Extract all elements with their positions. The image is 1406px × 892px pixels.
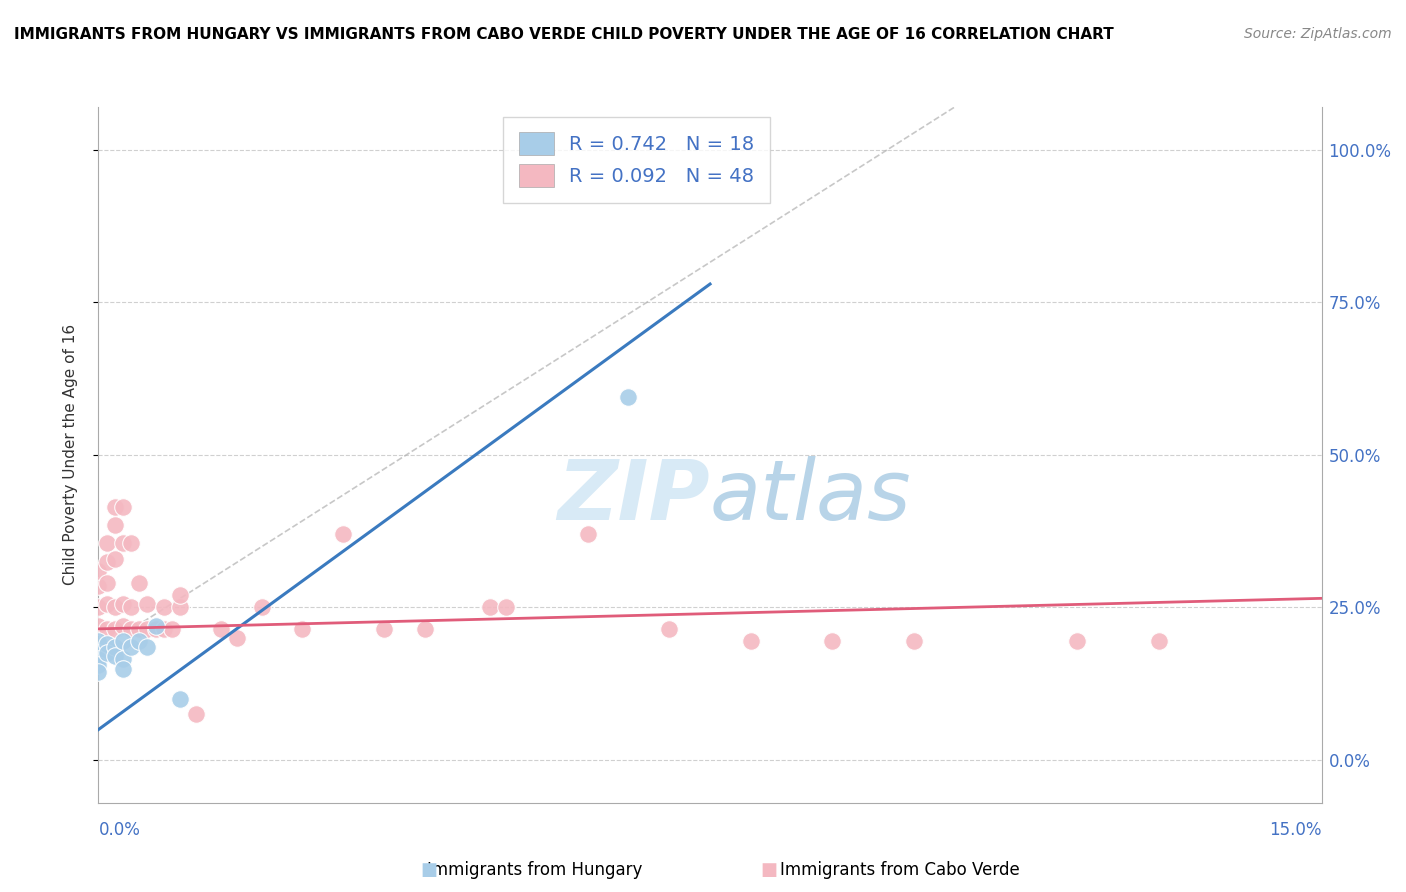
- Y-axis label: Child Poverty Under the Age of 16: Child Poverty Under the Age of 16: [63, 325, 77, 585]
- Point: [145, 622, 167, 636]
- Point: [120, 600, 142, 615]
- Point: [1066, 634, 1088, 648]
- Text: ■: ■: [420, 861, 437, 879]
- Point: [104, 518, 127, 533]
- Text: 15.0%: 15.0%: [1270, 822, 1322, 839]
- Point: [1147, 634, 1170, 648]
- Point: [332, 527, 354, 541]
- Point: [169, 600, 191, 615]
- Point: [136, 622, 159, 636]
- Point: [111, 598, 134, 612]
- Text: Source: ZipAtlas.com: Source: ZipAtlas.com: [1244, 27, 1392, 41]
- Point: [87, 579, 110, 593]
- Point: [104, 551, 127, 566]
- Point: [136, 598, 159, 612]
- Point: [903, 634, 925, 648]
- Point: [576, 527, 599, 541]
- Point: [658, 622, 681, 636]
- Point: [96, 555, 118, 569]
- Point: [186, 707, 208, 722]
- Text: ZIP: ZIP: [557, 456, 710, 537]
- Point: [87, 658, 110, 673]
- Point: [495, 600, 517, 615]
- Point: [96, 646, 118, 660]
- Point: [87, 600, 110, 615]
- Text: Immigrants from Cabo Verde: Immigrants from Cabo Verde: [780, 861, 1019, 879]
- Point: [209, 622, 232, 636]
- Point: [128, 634, 150, 648]
- Point: [169, 692, 191, 706]
- Point: [104, 600, 127, 615]
- Point: [120, 536, 142, 550]
- Point: [128, 622, 150, 636]
- Point: [169, 588, 191, 602]
- Point: [111, 661, 134, 675]
- Point: [111, 536, 134, 550]
- Point: [160, 622, 183, 636]
- Point: [120, 640, 142, 655]
- Point: [104, 640, 127, 655]
- Point: [128, 576, 150, 591]
- Point: [136, 640, 159, 655]
- Point: [111, 634, 134, 648]
- Point: [87, 652, 110, 666]
- Point: [821, 634, 844, 648]
- Point: [111, 619, 134, 633]
- Point: [120, 622, 142, 636]
- Text: atlas: atlas: [710, 456, 911, 537]
- Point: [96, 598, 118, 612]
- Point: [87, 564, 110, 578]
- Text: IMMIGRANTS FROM HUNGARY VS IMMIGRANTS FROM CABO VERDE CHILD POVERTY UNDER THE AG: IMMIGRANTS FROM HUNGARY VS IMMIGRANTS FR…: [14, 27, 1114, 42]
- Point: [96, 536, 118, 550]
- Point: [104, 649, 127, 664]
- Point: [145, 619, 167, 633]
- Point: [104, 500, 127, 514]
- Point: [250, 600, 273, 615]
- Point: [87, 665, 110, 679]
- Text: Immigrants from Hungary: Immigrants from Hungary: [426, 861, 643, 879]
- Point: [96, 576, 118, 591]
- Point: [96, 622, 118, 636]
- Point: [104, 622, 127, 636]
- Text: 0.0%: 0.0%: [98, 822, 141, 839]
- Point: [226, 631, 249, 645]
- Point: [87, 646, 110, 660]
- Point: [152, 622, 174, 636]
- Point: [152, 600, 174, 615]
- Point: [740, 634, 762, 648]
- Point: [617, 390, 640, 404]
- Text: ■: ■: [761, 861, 778, 879]
- Point: [96, 637, 118, 651]
- Legend: R = 0.742   N = 18, R = 0.092   N = 48: R = 0.742 N = 18, R = 0.092 N = 48: [503, 117, 770, 202]
- Point: [87, 634, 110, 648]
- Point: [111, 500, 134, 514]
- Point: [373, 622, 395, 636]
- Point: [87, 619, 110, 633]
- Point: [111, 652, 134, 666]
- Point: [291, 622, 314, 636]
- Point: [478, 600, 501, 615]
- Point: [413, 622, 436, 636]
